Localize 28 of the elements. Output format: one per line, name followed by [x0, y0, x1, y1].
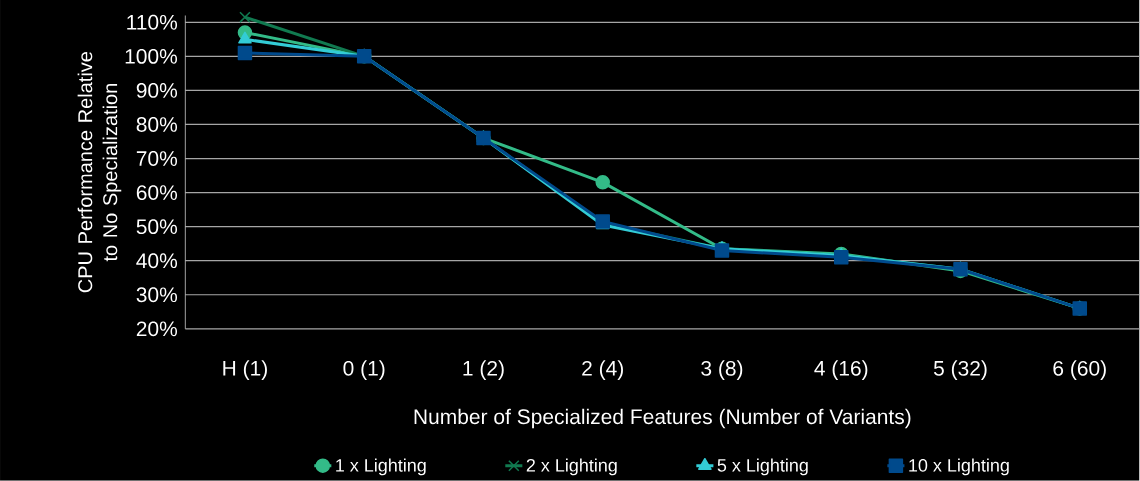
y-tick-label: 20%: [136, 321, 178, 337]
point: [239, 11, 251, 24]
y-tick-label: 50%: [136, 219, 178, 235]
y-tick-label: 30%: [136, 287, 178, 303]
y-tick-label: 90%: [136, 83, 178, 98]
x-tick-label: 2 (4): [582, 360, 623, 381]
y-tick-label: 70%: [136, 151, 178, 167]
point: [595, 175, 610, 190]
x-tick-label: 6 (60): [1053, 360, 1106, 381]
y-tick-label: 80%: [136, 117, 178, 133]
x-tick-label: 4 (16): [814, 360, 868, 381]
x-tick-label: H (1): [223, 360, 267, 381]
x-tick-label: 5 (32): [933, 360, 987, 381]
y-tick-label: 60%: [136, 185, 178, 201]
y-tick-label: 40%: [136, 253, 178, 269]
point: [238, 31, 252, 44]
y-tick-label: 110%: [127, 14, 178, 30]
x-tick-label: 0 (1): [343, 360, 385, 381]
y-tick-label: 100%: [125, 49, 178, 64]
point: [237, 45, 253, 61]
x-tick-label: 3 (8): [701, 360, 743, 381]
x-tick-label: 1 (2): [463, 360, 504, 381]
legend-label: 2 x Lighting: [526, 458, 617, 476]
y-axis-title: CPU Performance Relative to No Specialization: [77, 52, 122, 293]
legend-label: 1 x Lighting: [336, 458, 426, 476]
legend-label: 5 x Lighting: [717, 458, 808, 476]
x-axis-title: Number of Specialized Features (Number of Variants): [414, 408, 911, 429]
legend-label: 10 x Lighting: [909, 458, 1009, 476]
